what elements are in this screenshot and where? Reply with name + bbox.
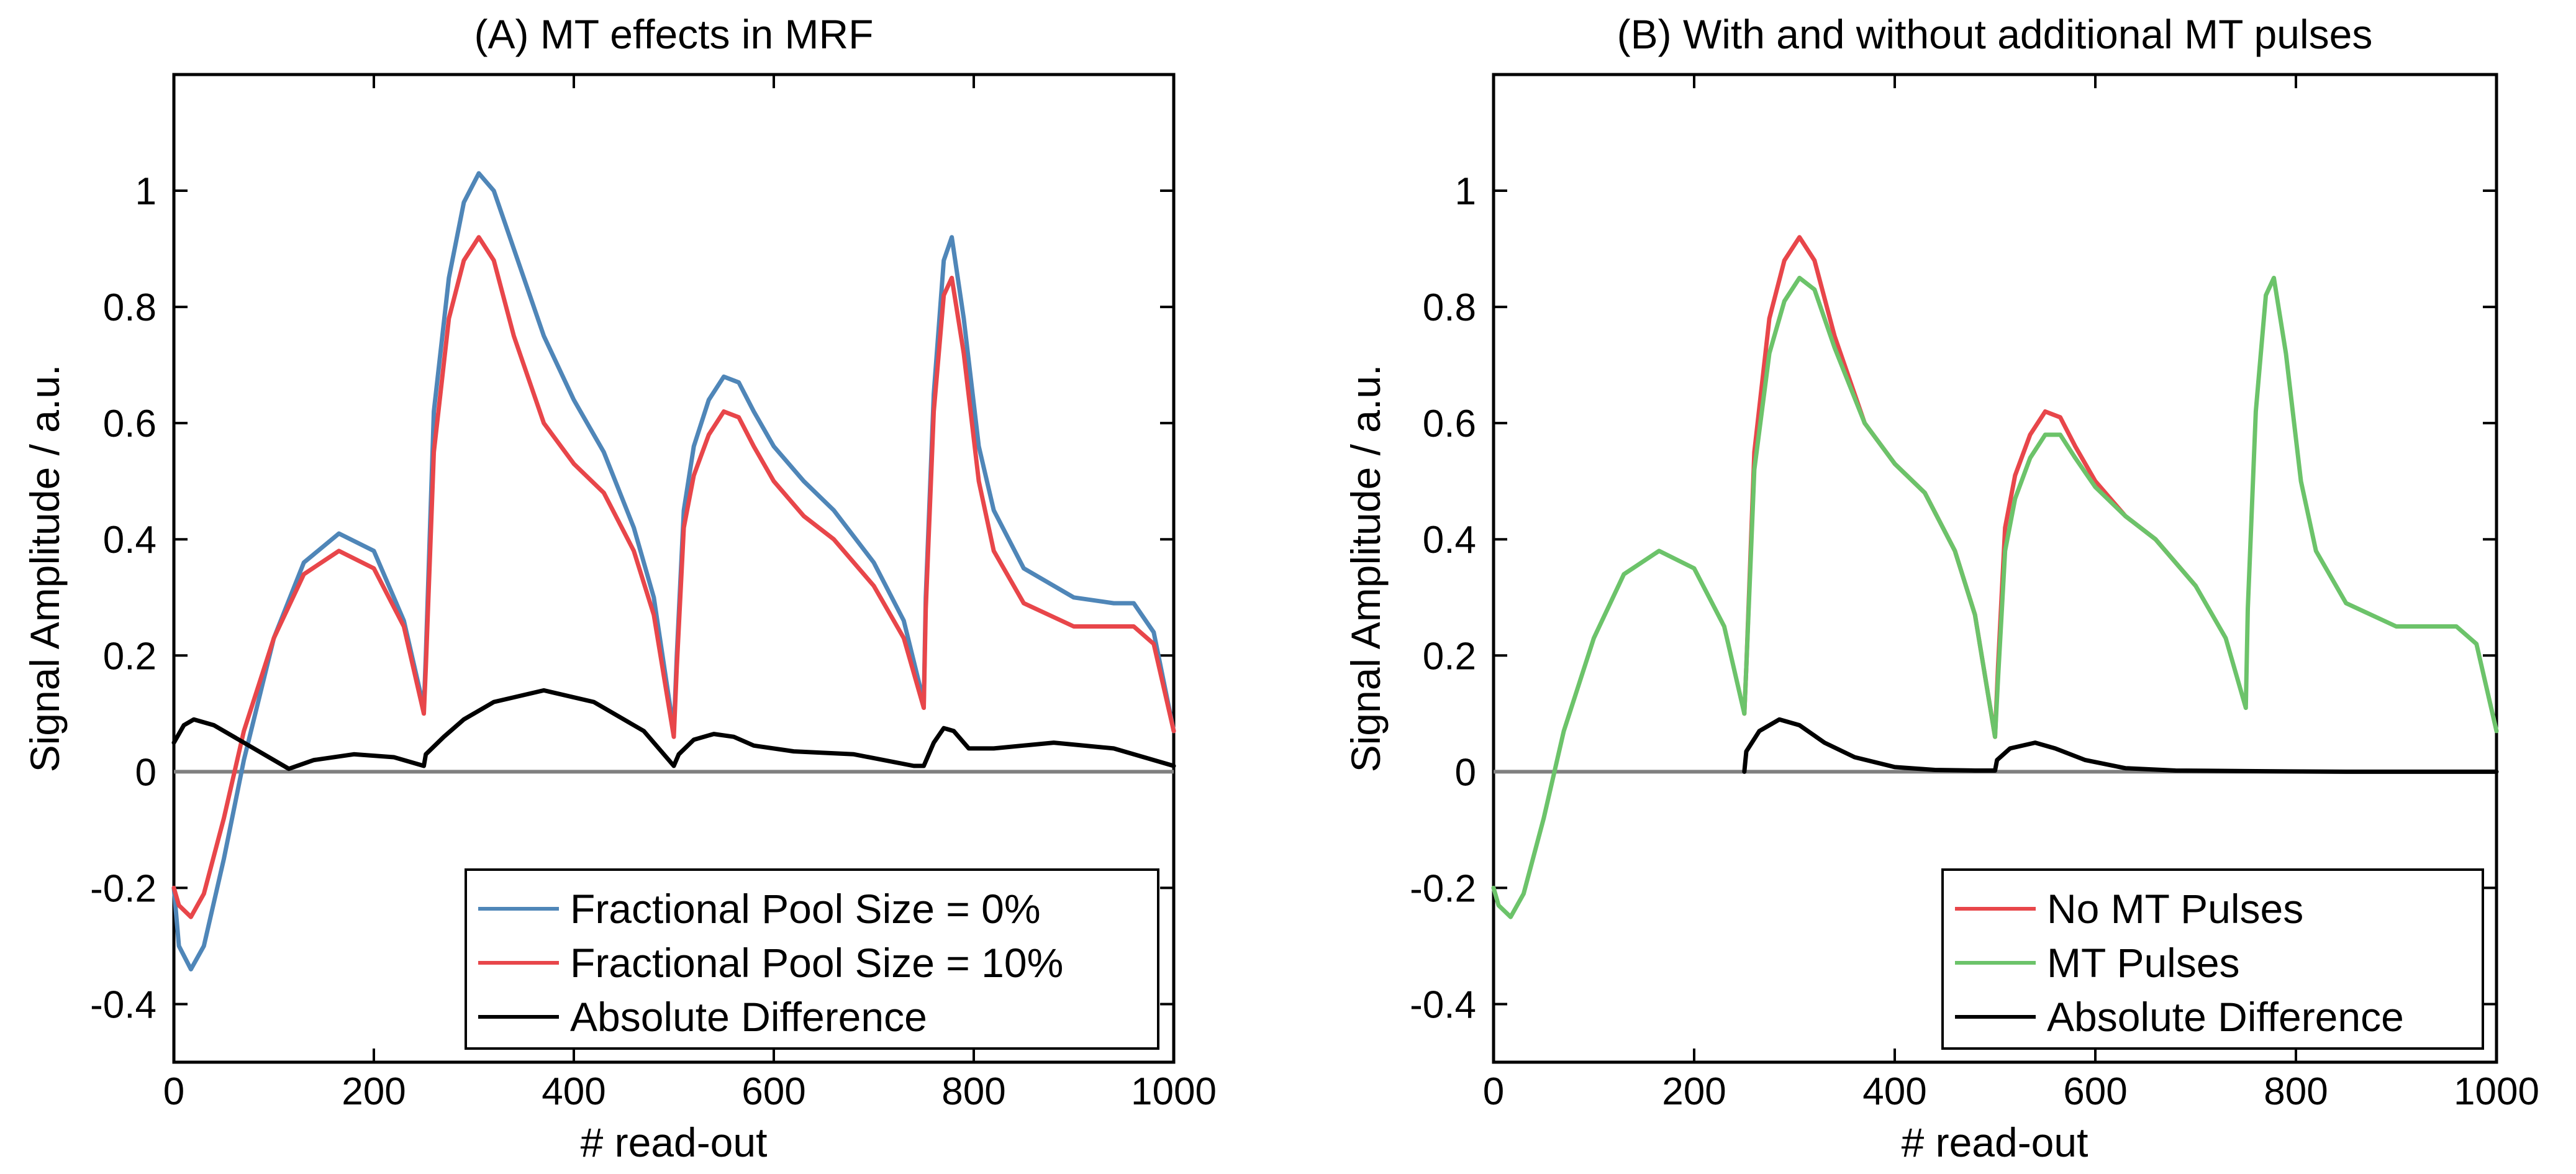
- legend-entry-mt: MT Pulses: [2047, 940, 2240, 986]
- series-line-fractional-pool-size-10-a: [171, 235, 1176, 919]
- y-tick-label-a: 0.2: [103, 635, 156, 678]
- y-tick-label-b: 0.2: [1423, 635, 1476, 678]
- x-axis-label-b: # read-out: [1902, 1119, 2088, 1165]
- y-tick-label-b: 0.4: [1423, 519, 1476, 562]
- chart-title-b: (B) With and without additional MT pulse…: [1617, 11, 2373, 57]
- y-tick-label-b: 0.6: [1423, 403, 1476, 445]
- x-tick-label-a: 200: [342, 1070, 406, 1113]
- x-tick-label-a: 1000: [1131, 1070, 1217, 1113]
- legend-box-a: [465, 868, 1159, 1050]
- y-tick-label-a: 1: [135, 170, 156, 213]
- ticks-a: 0 200 400 600 800 1000 -0.4 -0.2 0 0.2 0.4 0.6 0.8 1: [90, 75, 1217, 1113]
- y-tick-label-a: 0.6: [103, 403, 156, 445]
- series-line-mt-pulses-b: [1491, 275, 2499, 919]
- plot-area-b: [1492, 73, 2498, 1064]
- y-tick-label-a: -0.4: [90, 983, 156, 1026]
- x-tick-label-b: 1000: [2454, 1070, 2539, 1113]
- y-tick-label-b: 1: [1455, 170, 1476, 213]
- series-b: [1491, 235, 2499, 919]
- y-axis-label-a: Signal Amplitude / a.u.: [22, 365, 68, 773]
- panel-b: (B) With and without additional MT pulse…: [1343, 11, 2539, 1165]
- x-tick-label-a: 400: [542, 1070, 605, 1113]
- chart-title-a: (A) MT effects in MRF: [474, 11, 874, 57]
- x-tick-label-b: 800: [2264, 1070, 2328, 1113]
- y-tick-label-b: 0.8: [1423, 286, 1476, 329]
- plot-area-a: [172, 73, 1176, 1064]
- legend-entry-abs-diff-b: Absolute Difference: [2047, 994, 2404, 1040]
- y-tick-label-a: -0.2: [90, 867, 156, 910]
- legend-entry-abs-diff-a: Absolute Difference: [570, 994, 927, 1040]
- x-axis-label-a: # read-out: [581, 1119, 768, 1165]
- legend-entry-pool-10: Fractional Pool Size = 10%: [570, 940, 1063, 986]
- series-line-absolute-difference-b: [1742, 717, 2499, 774]
- ticks-b: 0 200 400 600 800 1000 -0.4 -0.2 0 0.2 0.4 0.6 0.8 1: [1410, 75, 2539, 1113]
- x-tick-label-b: 0: [1483, 1070, 1504, 1113]
- series-line-absolute-difference-a: [171, 688, 1176, 771]
- legend-entry-pool-0: Fractional Pool Size = 0%: [570, 886, 1041, 932]
- legend-a: Fractional Pool Size = 0% Fractional Poo…: [465, 868, 1159, 1050]
- x-tick-label-a: 0: [163, 1070, 184, 1113]
- x-tick-label-a: 800: [941, 1070, 1005, 1113]
- y-tick-label-b: -0.4: [1410, 983, 1476, 1026]
- panel-a: (A) MT effects in MRF 0 200 400 600 800 1000 -…: [22, 11, 1217, 1165]
- y-axis-label-b: Signal Amplitude / a.u.: [1343, 365, 1389, 773]
- y-tick-label-b: -0.2: [1410, 867, 1476, 910]
- y-tick-label-b: 0: [1455, 751, 1476, 794]
- legend-entry-no-mt: No MT Pulses: [2047, 886, 2303, 932]
- y-tick-label-a: 0.8: [103, 286, 156, 329]
- y-tick-label-a: 0.4: [103, 519, 156, 562]
- legend-b: No MT Pulses MT Pulses Absolute Differen…: [1941, 868, 2484, 1050]
- series-a: [171, 171, 1176, 972]
- x-tick-label-a: 600: [742, 1070, 805, 1113]
- x-tick-label-b: 600: [2063, 1070, 2127, 1113]
- x-tick-label-b: 200: [1662, 1070, 1726, 1113]
- y-tick-label-a: 0: [135, 751, 156, 794]
- x-tick-label-b: 400: [1862, 1070, 1926, 1113]
